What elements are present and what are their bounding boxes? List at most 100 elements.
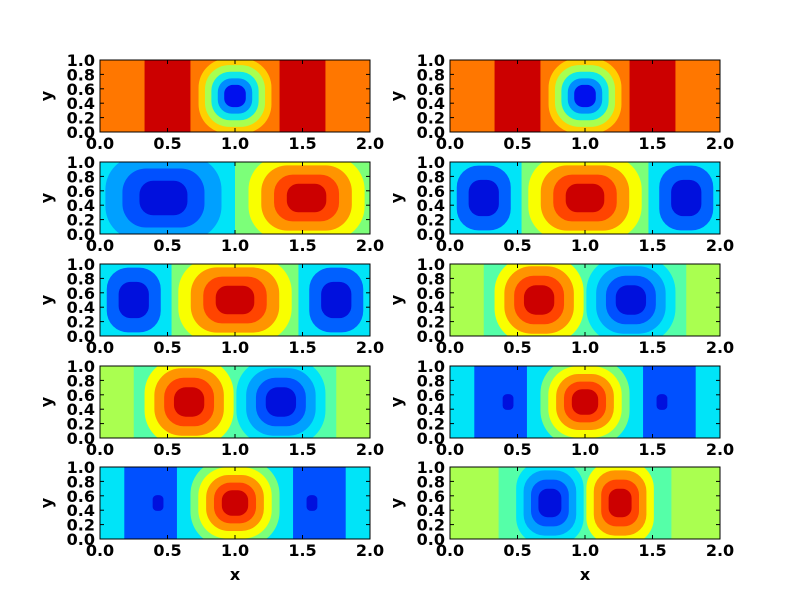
y-axis-label: y (387, 90, 406, 101)
contour-field (450, 60, 720, 132)
y-tick-label: 0.2 (417, 211, 445, 230)
y-tick-label: 0.6 (417, 386, 445, 405)
y-tick-label: 0.0 (417, 123, 445, 142)
x-tick-label: 1.5 (288, 134, 316, 153)
y-tick-label: 0.0 (67, 225, 95, 244)
contour-band (643, 366, 696, 438)
x-tick-label: 1.0 (571, 440, 599, 459)
x-axis-label: x (580, 565, 591, 584)
x-tick-label: 0.5 (503, 541, 531, 560)
x-tick-label: 0.5 (503, 440, 531, 459)
x-tick-label: 2.0 (706, 440, 734, 459)
x-tick-label: 0.5 (503, 338, 531, 357)
x-tick-label: 0.0 (436, 338, 464, 357)
panel-r5c1: 0.0 0.5 1.0 1.5 2.00.00.20.40.60.81.0yx (37, 458, 384, 584)
y-tick-label: 0.8 (417, 269, 445, 288)
y-axis-label: y (37, 497, 56, 508)
y-tick-label: 0.4 (417, 94, 445, 113)
contour-field (100, 60, 370, 132)
x-tick-label: 0.5 (153, 338, 181, 357)
x-tick-label: 0.5 (153, 236, 181, 255)
y-tick-label: 0.0 (67, 123, 95, 142)
x-tick-label: 1.0 (571, 134, 599, 153)
y-tick-label: 0.8 (417, 167, 445, 186)
x-tick-label: 1.0 (221, 134, 249, 153)
contour-level (306, 495, 318, 511)
x-tick-label: 2.0 (356, 440, 384, 459)
y-tick-label: 1.0 (67, 51, 95, 70)
x-tick-label: 1.5 (638, 338, 666, 357)
x-tick-label: 1.5 (638, 236, 666, 255)
y-tick-label: 0.4 (67, 501, 95, 520)
x-tick-label: 0.0 (436, 236, 464, 255)
y-axis-label: y (387, 497, 406, 508)
x-tick-label: 1.5 (288, 338, 316, 357)
contour-field (100, 467, 370, 539)
contour-level (221, 490, 249, 516)
x-tick-label: 2.0 (706, 236, 734, 255)
y-tick-label: 0.8 (67, 269, 95, 288)
y-tick-label: 0.0 (67, 429, 95, 448)
y-tick-label: 0.4 (67, 196, 95, 215)
x-tick-label: 1.0 (221, 338, 249, 357)
y-tick-label: 0.8 (67, 167, 95, 186)
x-tick-label: 0.0 (86, 541, 114, 560)
x-tick-label: 2.0 (356, 338, 384, 357)
panel-r1c1: 0.0 0.5 1.0 1.5 2.00.00.20.40.60.81.0y (37, 51, 384, 153)
contour-level (173, 387, 205, 417)
contour-level (139, 180, 188, 216)
y-tick-label: 0.4 (417, 196, 445, 215)
contour-band (494, 60, 541, 132)
x-tick-label: 0.0 (86, 236, 114, 255)
x-tick-label: 1.5 (288, 440, 316, 459)
y-tick-label: 0.0 (67, 327, 95, 346)
y-tick-label: 1.0 (417, 153, 445, 172)
x-tick-label: 2.0 (706, 541, 734, 560)
y-tick-label: 0.2 (67, 415, 95, 434)
y-tick-label: 0.6 (67, 284, 95, 303)
y-tick-label: 0.6 (417, 80, 445, 99)
panel-r1c2: 0.0 0.5 1.0 1.5 2.00.00.20.40.60.81.0y (387, 51, 734, 153)
y-tick-label: 1.0 (67, 357, 95, 376)
y-axis-label: y (37, 192, 56, 203)
y-tick-label: 0.2 (67, 109, 95, 128)
y-tick-label: 1.0 (67, 458, 95, 477)
y-tick-label: 0.6 (417, 182, 445, 201)
contour-level (224, 84, 246, 108)
x-tick-label: 1.0 (571, 541, 599, 560)
contour-band (279, 60, 326, 132)
y-tick-label: 1.0 (67, 255, 95, 274)
y-tick-label: 0.2 (417, 109, 445, 128)
panel-r4c1: 0.0 0.5 1.0 1.5 2.00.00.20.40.60.81.0y (37, 357, 384, 459)
panel-r4c2: 0.0 0.5 1.0 1.5 2.00.00.20.40.60.81.0y (387, 357, 734, 459)
y-axis-label: y (37, 294, 56, 305)
contour-level (538, 488, 562, 518)
x-tick-label: 1.0 (571, 236, 599, 255)
y-tick-label: 0.2 (67, 516, 95, 535)
y-tick-label: 0.4 (67, 400, 95, 419)
contour-level (574, 84, 596, 108)
x-tick-label: 2.0 (356, 236, 384, 255)
y-tick-label: 0.8 (67, 65, 95, 84)
y-tick-label: 0.0 (417, 429, 445, 448)
contour-field (450, 264, 720, 336)
x-tick-label: 0.5 (153, 541, 181, 560)
x-tick-label: 1.0 (571, 338, 599, 357)
y-tick-label: 0.8 (67, 472, 95, 491)
contour-level (571, 389, 599, 415)
y-axis-label: y (37, 396, 56, 407)
y-tick-label: 0.2 (417, 313, 445, 332)
panel-r3c2: 0.0 0.5 1.0 1.5 2.00.00.20.40.60.81.0y (387, 255, 734, 357)
x-tick-label: 0.0 (86, 134, 114, 153)
y-tick-label: 0.4 (67, 94, 95, 113)
x-tick-label: 0.0 (436, 541, 464, 560)
y-axis-label: y (387, 396, 406, 407)
y-tick-label: 0.6 (417, 284, 445, 303)
x-tick-label: 0.0 (436, 440, 464, 459)
y-tick-label: 0.2 (417, 516, 445, 535)
panel-r5c2: 0.0 0.5 1.0 1.5 2.00.00.20.40.60.81.0yx (387, 458, 734, 584)
y-tick-label: 1.0 (67, 153, 95, 172)
panel-r2c2: 0.0 0.5 1.0 1.5 2.00.00.20.40.60.81.0y (387, 153, 734, 255)
y-axis-label: y (37, 90, 56, 101)
